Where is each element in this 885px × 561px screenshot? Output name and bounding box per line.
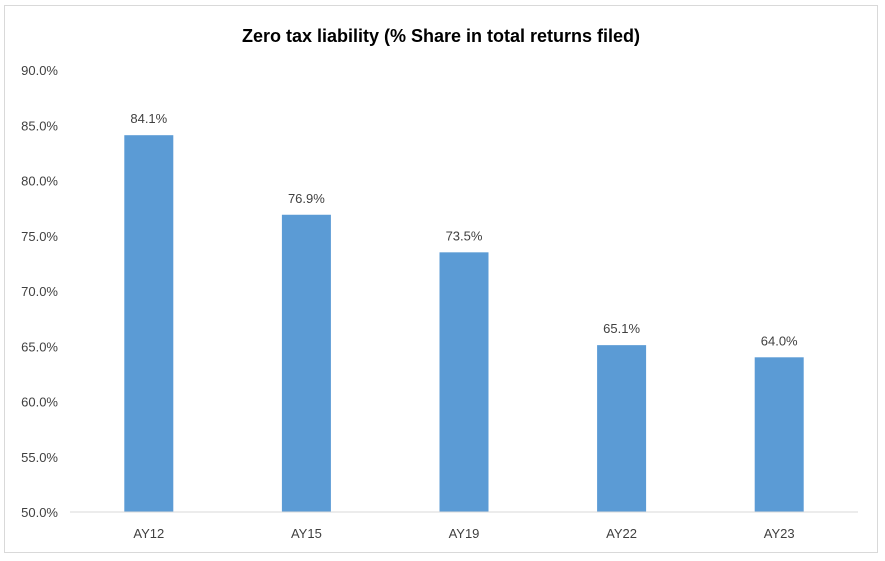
- x-axis-ticks: AY12 AY15 AY19 AY22 AY23: [133, 526, 794, 541]
- y-tick-label: 50.0%: [21, 505, 58, 520]
- data-label-ay19: 73.5%: [446, 228, 483, 243]
- chart-title: Zero tax liability (% Share in total ret…: [242, 26, 640, 46]
- x-tick-label: AY15: [291, 526, 322, 541]
- y-tick-label: 55.0%: [21, 450, 58, 465]
- x-tick-label: AY12: [133, 526, 164, 541]
- bar-ay15: [281, 214, 331, 512]
- y-tick-label: 60.0%: [21, 395, 58, 410]
- data-label-ay22: 65.1%: [603, 321, 640, 336]
- y-axis-ticks: 50.0% 55.0% 60.0% 65.0% 70.0% 75.0% 80.0% 85.0%…: [21, 63, 58, 520]
- bar-ay12: [124, 135, 174, 512]
- y-tick-label: 90.0%: [21, 63, 58, 78]
- y-tick-label: 75.0%: [21, 229, 58, 244]
- x-tick-label: AY22: [606, 526, 637, 541]
- data-label-ay15: 76.9%: [288, 191, 325, 206]
- bar-ay23: [754, 357, 804, 512]
- y-tick-label: 65.0%: [21, 339, 58, 354]
- x-tick-label: AY23: [764, 526, 795, 541]
- data-labels: 84.1% 76.9% 73.5% 65.1% 64.0%: [130, 111, 798, 348]
- data-label-ay12: 84.1%: [130, 111, 167, 126]
- y-tick-label: 80.0%: [21, 174, 58, 189]
- bar-ay22: [597, 345, 647, 512]
- y-tick-label: 85.0%: [21, 118, 58, 133]
- bars: [124, 135, 804, 512]
- data-label-ay23: 64.0%: [761, 333, 798, 348]
- x-tick-label: AY19: [449, 526, 480, 541]
- bar-ay19: [439, 252, 489, 512]
- y-tick-label: 70.0%: [21, 284, 58, 299]
